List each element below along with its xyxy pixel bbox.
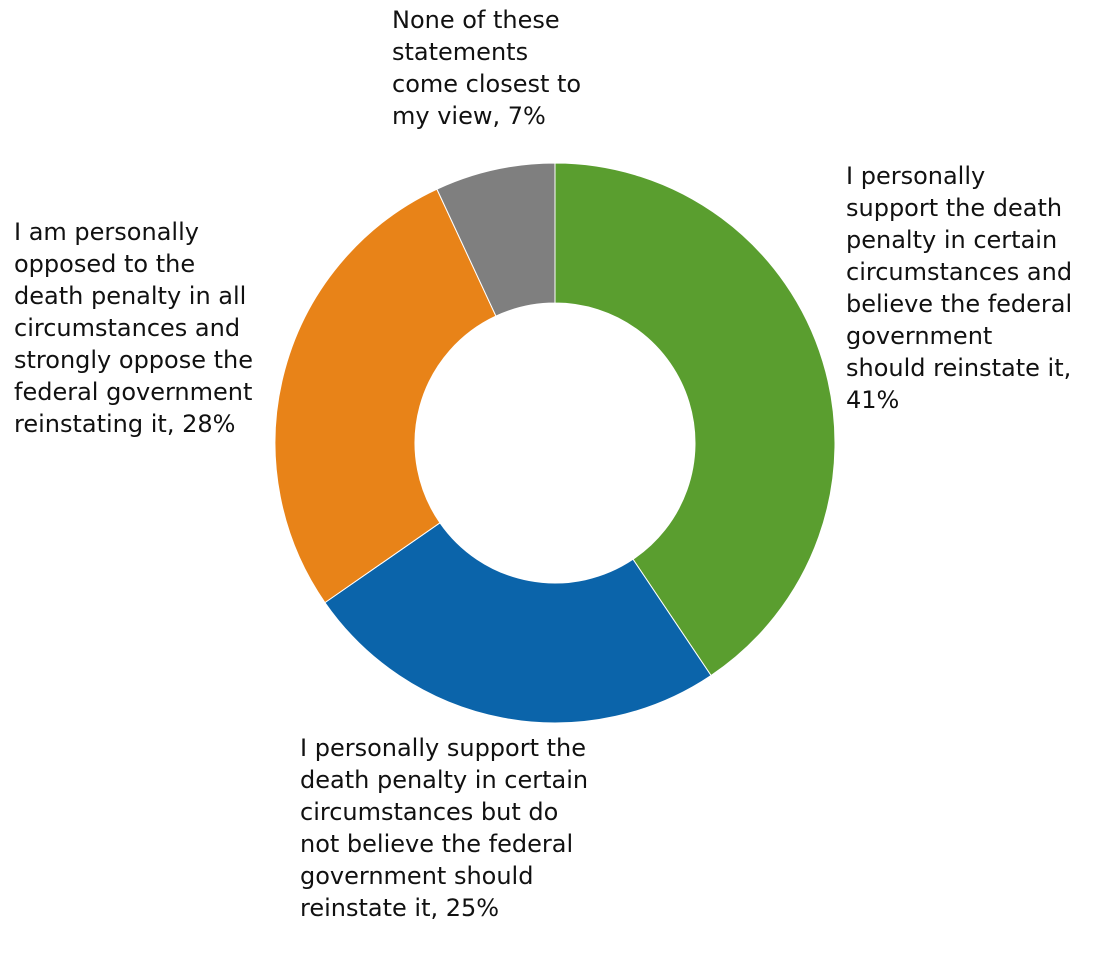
slice-label-opposed: I am personally opposed to the death pen… <box>14 218 254 438</box>
slice-none <box>436 162 556 317</box>
slice-support-not-reinstate <box>324 522 712 724</box>
slice-label-support-reinstate: I personally support the death penalty i… <box>846 162 1073 414</box>
slice-label-support-not-reinstate: I personally support the death penalty i… <box>300 734 589 922</box>
slice-support-reinstate <box>554 162 836 677</box>
slice-label-none: None of these statements come closest to… <box>392 6 582 130</box>
slice-opposed <box>274 188 497 604</box>
